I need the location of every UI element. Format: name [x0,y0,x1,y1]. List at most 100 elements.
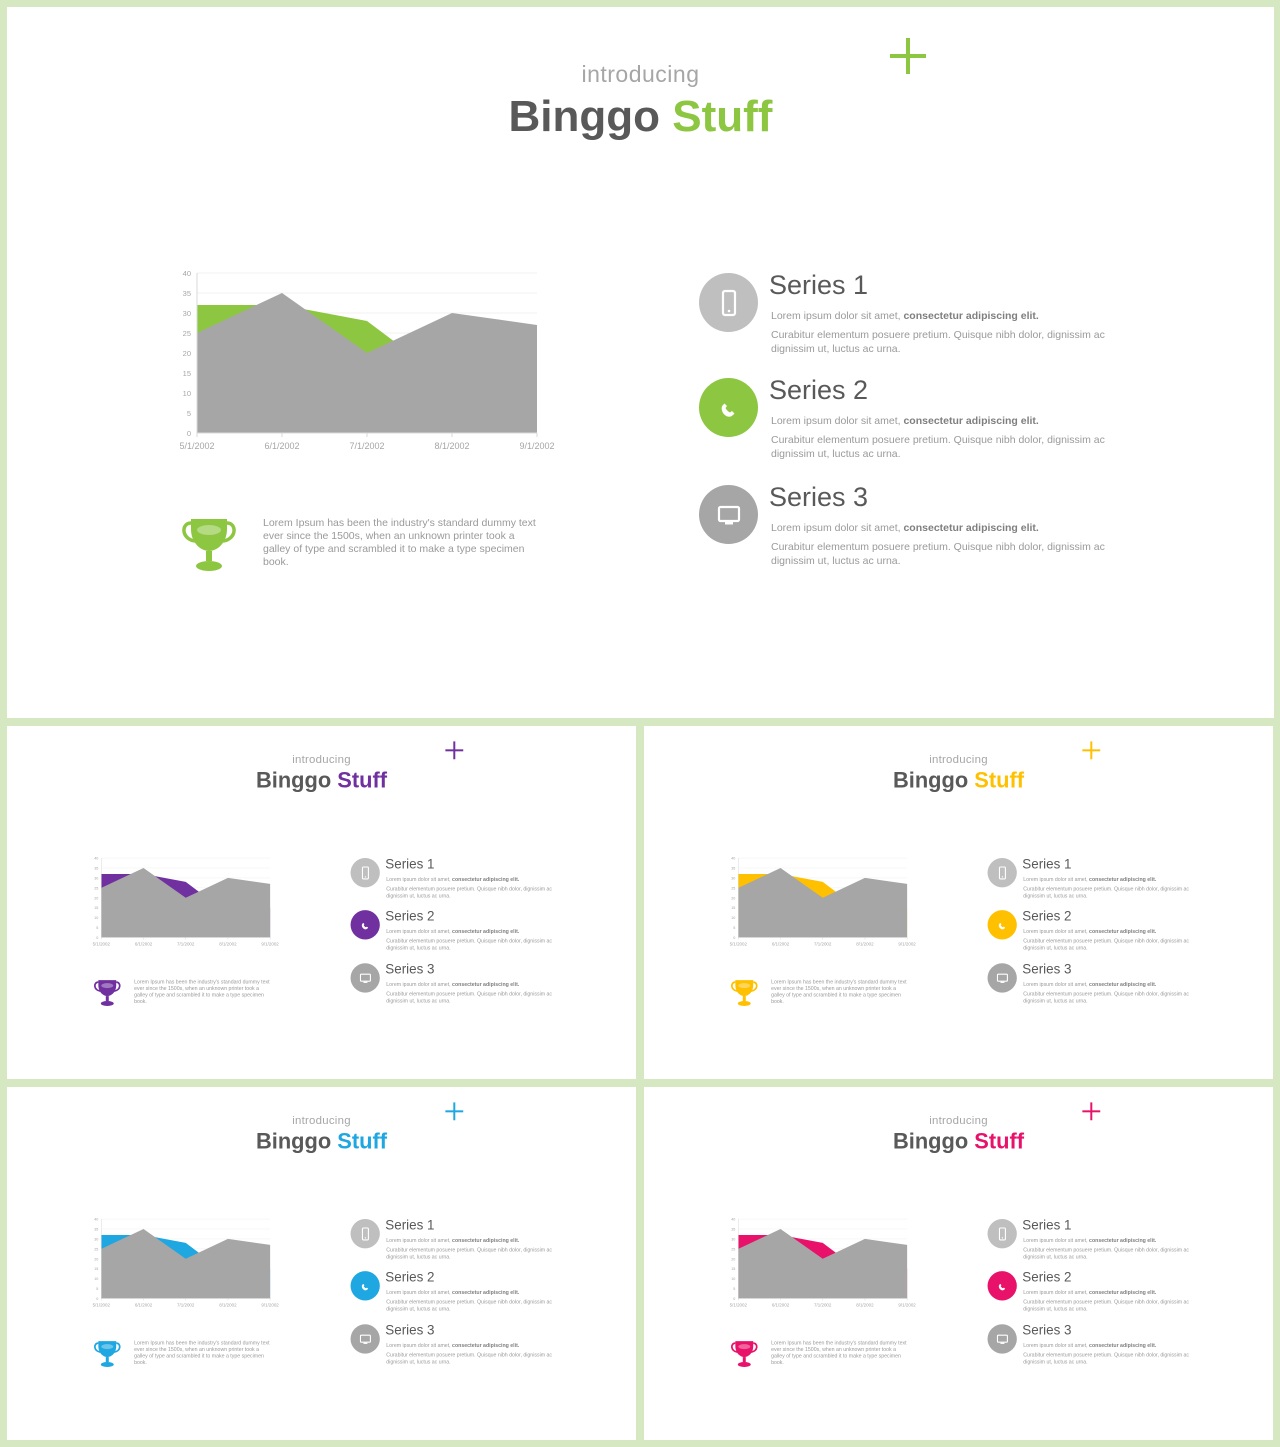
y-tick-label: 35 [731,1227,735,1231]
x-tick-label: 7/1/2002 [177,941,195,946]
title-main: Binggo [255,768,332,793]
intro-text: introducing [292,1113,351,1127]
smartphone-icon [361,866,369,880]
monitor-icon [996,973,1008,983]
y-tick-label: 35 [94,866,98,870]
plus-icon [445,1102,464,1121]
y-tick-label: 20 [94,896,98,900]
series-description: Curabitur elementum posuere pretium. Qui… [386,937,553,951]
trophy-icon [731,980,758,1006]
plus-icon [1082,741,1101,760]
y-tick-label: 25 [731,1247,735,1251]
series-icon-badge [699,273,758,332]
trophy-icon [731,1341,758,1367]
series-subtitle-bold: consectetur adipiscing elit. [1089,876,1157,883]
y-tick-label: 35 [183,289,191,298]
trophy-icon [94,980,121,1006]
y-tick-label: 40 [94,1218,98,1222]
series-title: Series 3 [769,482,869,512]
x-tick-label: 6/1/2002 [135,1302,153,1307]
x-tick-label: 6/1/2002 [264,441,299,451]
y-tick-label: 20 [731,896,735,900]
series-title: Series 3 [1022,1322,1072,1338]
title-main: Binggo [892,768,969,793]
area-series-2 [197,293,537,433]
title-block: introducing Binggo Stuff [644,1114,1273,1154]
x-tick-label: 5/1/2002 [93,1302,111,1307]
y-tick-label: 20 [731,1257,735,1261]
series-title: Series 3 [1022,961,1072,977]
slide-1: introducing Binggo Stuff 0 5 10 15 20 25 30 35 40 5… [7,7,1274,718]
x-tick-label: 7/1/2002 [349,441,384,451]
series-subtitle: Lorem ipsum dolor sit amet, consectetur … [386,929,519,935]
y-tick-label: 25 [731,886,735,890]
series-subtitle-plain: Lorem ipsum dolor sit amet, [1023,1342,1090,1349]
series-icon-badge [987,858,1017,888]
x-tick-label: 5/1/2002 [93,941,111,946]
series-subtitle-bold: consectetur adipiscing elit. [903,310,1039,322]
title-accent: Stuff [672,92,773,141]
series-title: Series 2 [1022,908,1072,924]
y-tick-label: 5 [96,1287,98,1291]
series-item-1: Series 1 Lorem ipsum dolor sit amet, cons… [987,1218,1206,1266]
area-chart: 0 5 10 15 20 25 30 35 40 5/1/2002 6/1/2002 7/1/2002… [730,857,917,947]
slide-5: introducing Binggo Stuff 0 5 10 15 20 25 30 35 40 5… [644,1087,1273,1440]
y-tick-label: 20 [183,349,191,358]
series-icon-badge [350,1219,380,1249]
series-subtitle: Lorem ipsum dolor sit amet, consectetur … [1023,929,1156,935]
series-title: Series 2 [385,908,435,924]
series-title: Series 3 [385,961,435,977]
phone-icon [361,922,368,930]
series-item-2: Series 2 Lorem ipsum dolor sit amet, cons… [350,908,569,957]
y-tick-label: 40 [94,857,98,861]
series-subtitle-plain: Lorem ipsum dolor sit amet, [386,1342,453,1349]
plus-icon [445,741,464,760]
series-subtitle: Lorem ipsum dolor sit amet, consectetur … [386,1343,519,1349]
series-subtitle-plain: Lorem ipsum dolor sit amet, [386,1237,453,1244]
title-accent: Stuff [974,768,1025,793]
series-description: Curabitur elementum posuere pretium. Qui… [771,329,1105,355]
plus-icon [890,38,926,74]
series-item-2: Series 2 Lorem ipsum dolor sit amet, cons… [987,908,1206,957]
series-icon-badge [987,1219,1017,1249]
x-tick-label: 5/1/2002 [179,441,214,451]
x-tick-label: 6/1/2002 [772,1302,790,1307]
x-tick-label: 7/1/2002 [177,1302,195,1307]
phone-icon [721,403,734,417]
y-tick-label: 10 [731,1277,735,1281]
series-subtitle: Lorem ipsum dolor sit amet, consectetur … [1023,876,1156,882]
series-subtitle: Lorem ipsum dolor sit amet, consectetur … [386,1290,519,1296]
series-subtitle: Lorem ipsum dolor sit amet, consectetur … [1023,1237,1156,1243]
area-series-2 [738,867,908,938]
y-tick-label: 30 [731,1237,735,1241]
title-block: introducing Binggo Stuff [7,753,636,793]
slide-3: introducing Binggo Stuff 0 5 10 15 20 25 30 35 40 5… [644,726,1273,1079]
series-subtitle: Lorem ipsum dolor sit amet, consectetur … [771,522,1039,534]
y-tick-label: 20 [94,1257,98,1261]
series-subtitle-bold: consectetur adipiscing elit. [452,928,520,935]
series-subtitle-plain: Lorem ipsum dolor sit amet, [386,981,453,988]
smartphone-icon [721,289,736,316]
y-tick-label: 0 [96,1297,98,1301]
series-item-2: Series 2 Lorem ipsum dolor sit amet, cons… [350,1270,569,1318]
phone-icon [998,1283,1005,1291]
series-item-3: Series 3 Lorem ipsum dolor sit amet, cons… [350,961,569,1010]
series-item-1: Series 1 Lorem ipsum dolor sit amet, cons… [699,270,1139,368]
series-description: Curabitur elementum posuere pretium. Qui… [386,1352,553,1366]
y-tick-label: 30 [731,876,735,880]
series-description: Curabitur elementum posuere pretium. Qui… [1023,1298,1190,1312]
x-tick-label: 8/1/2002 [219,1302,237,1307]
y-tick-label: 40 [731,857,735,861]
trophy-icon [94,1341,121,1367]
trophy-description: Lorem Ipsum has been the industry's stan… [134,1340,270,1366]
y-tick-label: 10 [94,916,98,920]
series-title: Series 2 [769,375,869,405]
series-icon-badge [699,485,758,544]
series-subtitle-bold: consectetur adipiscing elit. [903,522,1039,534]
series-subtitle: Lorem ipsum dolor sit amet, consectetur … [1023,1290,1156,1296]
series-description: Curabitur elementum posuere pretium. Qui… [386,885,553,899]
series-item-1: Series 1 Lorem ipsum dolor sit amet, cons… [987,857,1206,905]
smartphone-icon [361,1227,369,1241]
series-subtitle-bold: consectetur adipiscing elit. [452,1237,520,1244]
y-tick-label: 35 [731,866,735,870]
